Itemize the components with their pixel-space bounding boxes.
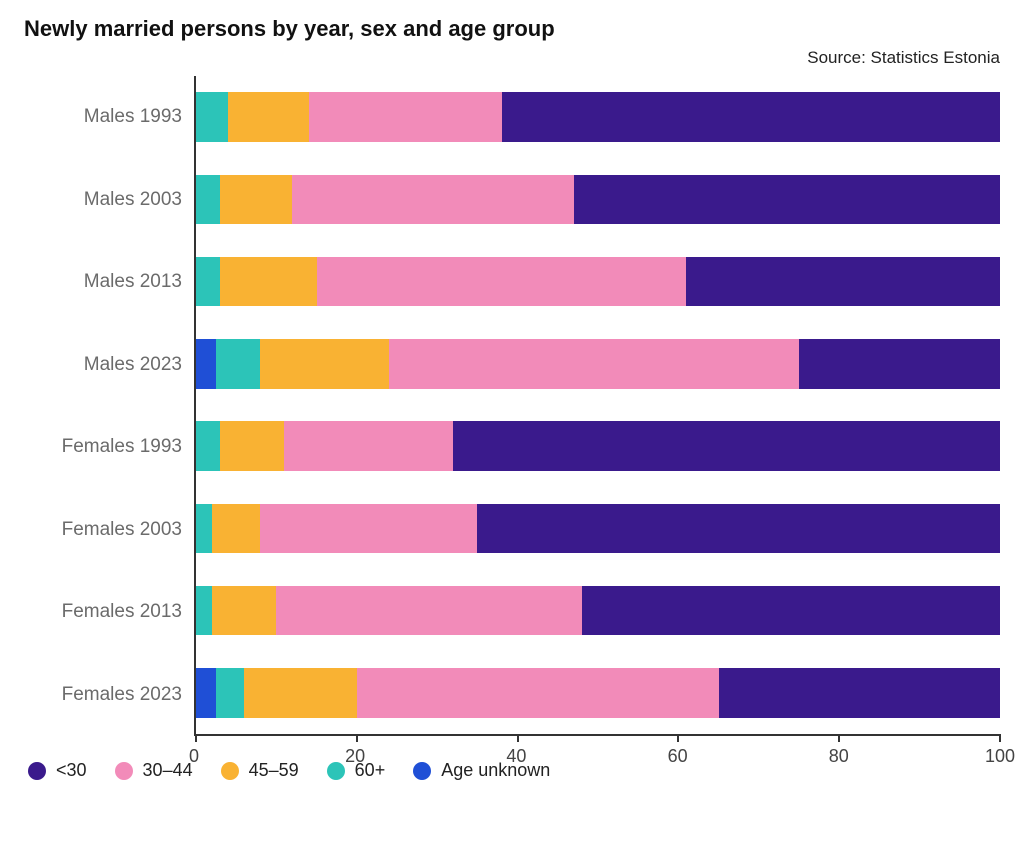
bar-segment-age_unknown [196, 668, 216, 717]
y-axis-label: Females 2013 [62, 601, 182, 623]
legend-swatch-icon [221, 762, 239, 780]
bar-segment-45_59 [260, 339, 389, 388]
stacked-bar [196, 339, 1000, 388]
bar-segment-under_30 [574, 175, 1000, 224]
bar-segment-60_plus [196, 504, 212, 553]
legend-swatch-icon [327, 762, 345, 780]
bar-segment-60_plus [216, 668, 244, 717]
y-axis-label: Females 2003 [62, 519, 182, 541]
x-axis-label: 80 [829, 746, 849, 767]
bar-segment-60_plus [216, 339, 260, 388]
bar-segment-60_plus [196, 586, 212, 635]
y-axis-labels: Males 1993 Males 2003 Males 2013 Males 2023… [24, 76, 194, 736]
bar-segment-60_plus [196, 421, 220, 470]
bars-area [194, 76, 1000, 736]
x-axis-label: 40 [506, 746, 526, 767]
bar-row [196, 323, 1000, 405]
y-axis-label: Males 2023 [84, 354, 182, 376]
bar-row [196, 652, 1000, 734]
chart-plot: Males 1993 Males 2003 Males 2013 Males 2023… [24, 76, 1000, 736]
bar-segment-30_44 [276, 586, 582, 635]
legend-swatch-icon [28, 762, 46, 780]
bar-segment-age_unknown [196, 339, 216, 388]
stacked-bar [196, 175, 1000, 224]
bar-segment-45_59 [212, 586, 276, 635]
bar-segment-under_30 [453, 421, 1000, 470]
bar-row [196, 76, 1000, 158]
bar-segment-under_30 [686, 257, 1000, 306]
bar-row [196, 487, 1000, 569]
x-axis-label: 20 [345, 746, 365, 767]
x-axis-label: 60 [668, 746, 688, 767]
bar-segment-45_59 [228, 92, 308, 141]
bar-segment-30_44 [389, 339, 799, 388]
bar-segment-under_30 [477, 504, 1000, 553]
bar-segment-45_59 [220, 421, 284, 470]
x-axis-labels: 020406080100 [194, 736, 1000, 764]
stacked-bar [196, 504, 1000, 553]
bar-segment-30_44 [309, 92, 502, 141]
stacked-bar [196, 586, 1000, 635]
bar-segment-30_44 [357, 668, 719, 717]
bar-segment-45_59 [244, 668, 357, 717]
bar-row [196, 570, 1000, 652]
bar-segment-under_30 [719, 668, 1000, 717]
stacked-bar [196, 668, 1000, 717]
y-axis-label: Males 1993 [84, 106, 182, 128]
bar-segment-under_30 [582, 586, 1000, 635]
legend-swatch-icon [413, 762, 431, 780]
y-axis-label: Males 2013 [84, 271, 182, 293]
bar-segment-45_59 [220, 257, 316, 306]
legend-label: <30 [56, 760, 87, 781]
bar-segment-60_plus [196, 92, 228, 141]
legend-label: 30–44 [143, 760, 193, 781]
bar-segment-under_30 [799, 339, 1000, 388]
bar-segment-60_plus [196, 257, 220, 306]
bar-segment-30_44 [317, 257, 687, 306]
bar-segment-60_plus [196, 175, 220, 224]
legend-item-under_30: <30 [28, 760, 87, 781]
x-axis-label: 100 [985, 746, 1015, 767]
legend-item-30_44: 30–44 [115, 760, 193, 781]
y-axis-label: Females 1993 [62, 436, 182, 458]
bar-segment-30_44 [260, 504, 477, 553]
bar-row [196, 241, 1000, 323]
bar-segment-45_59 [220, 175, 292, 224]
x-axis-label: 0 [189, 746, 199, 767]
stacked-bar [196, 92, 1000, 141]
bar-segment-45_59 [212, 504, 260, 553]
bar-row [196, 158, 1000, 240]
chart-container: Newly married persons by year, sex and a… [0, 0, 1024, 853]
bar-row [196, 405, 1000, 487]
bar-rows [196, 76, 1000, 734]
legend-swatch-icon [115, 762, 133, 780]
bar-segment-30_44 [284, 421, 453, 470]
stacked-bar [196, 257, 1000, 306]
bar-segment-under_30 [502, 92, 1000, 141]
bar-segment-30_44 [292, 175, 573, 224]
stacked-bar [196, 421, 1000, 470]
y-axis-label: Males 2003 [84, 189, 182, 211]
chart-title: Newly married persons by year, sex and a… [24, 16, 1000, 42]
chart-source: Source: Statistics Estonia [24, 48, 1000, 68]
y-axis-label: Females 2023 [62, 684, 182, 706]
